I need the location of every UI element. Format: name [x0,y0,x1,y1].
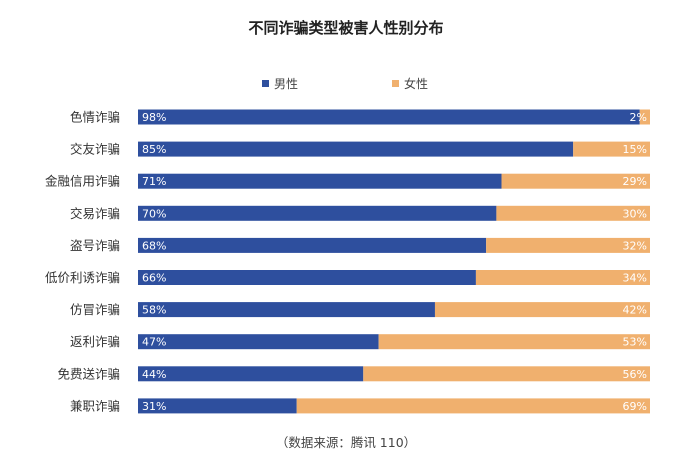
category-labels: 色情诈骗交友诈骗金融信用诈骗交易诈骗盗号诈骗低价利诱诈骗仿冒诈骗返利诈骗免费送诈… [45,110,120,414]
legend-label-female: 女性 [404,76,428,91]
value-label-female: 15% [623,143,647,156]
value-label-male: 70% [142,207,166,220]
bar-female [573,141,650,157]
value-label-male: 66% [142,272,166,285]
legend: 男性 女性 [262,76,428,91]
category-label: 仿冒诈骗 [70,302,120,317]
bar-female [296,398,650,414]
value-label-female: 34% [623,272,647,285]
bars [138,109,650,414]
source-note: （数据来源：腾讯 110） [276,435,416,450]
legend-label-male: 男性 [274,77,298,91]
bar-male [138,366,364,382]
bar-male [138,270,476,285]
value-label-male: 68% [142,239,166,252]
value-label-female: 2% [630,111,647,124]
bar-male [138,205,497,221]
value-label-female: 53% [623,336,647,349]
category-label: 兼职诈骗 [70,398,120,413]
bar-male [138,237,487,253]
category-label: 交友诈骗 [70,142,120,157]
value-label-male: 85% [142,143,166,156]
bar-female [434,302,650,318]
bar-male [138,109,640,125]
value-label-female: 30% [623,207,647,220]
category-label: 金融信用诈骗 [45,174,120,189]
value-label-female: 42% [623,304,647,317]
category-label: 免费送诈骗 [57,366,120,381]
category-label: 色情诈骗 [70,110,120,125]
value-labels: 98% 2% 85% 15% 71% 29% 70% 30% 68% 32% 66% 34% 58% 42… [142,111,647,413]
value-label-female: 56% [623,368,647,381]
bar-male [138,302,435,318]
bar-male [138,334,379,350]
bar-male [138,141,574,157]
category-label: 低价利诱诈骗 [45,270,120,285]
bar-female [639,109,650,125]
bar-female [496,205,650,221]
value-label-female: 29% [623,175,647,188]
value-label-female: 69% [623,400,647,413]
value-label-female: 32% [623,239,647,252]
legend-swatch-male [262,80,269,87]
chart-title: 不同诈骗类型被害人性别分布 [248,19,443,37]
bar-female [378,334,650,350]
bar-female [486,237,650,253]
value-label-male: 58% [142,304,166,317]
bar-male [138,173,502,189]
value-label-male: 47% [142,336,166,349]
value-label-male: 71% [142,175,166,188]
category-label: 返利诈骗 [70,334,120,349]
value-label-male: 31% [142,400,166,413]
category-label: 盗号诈骗 [70,238,120,253]
value-label-male: 44% [142,368,166,381]
bar-female [363,366,650,382]
category-label: 交易诈骗 [70,206,120,221]
bar-female [501,173,650,189]
bar-male [138,398,297,414]
legend-swatch-female [392,80,399,87]
value-label-male: 98% [142,111,166,124]
bar-female [475,270,650,285]
